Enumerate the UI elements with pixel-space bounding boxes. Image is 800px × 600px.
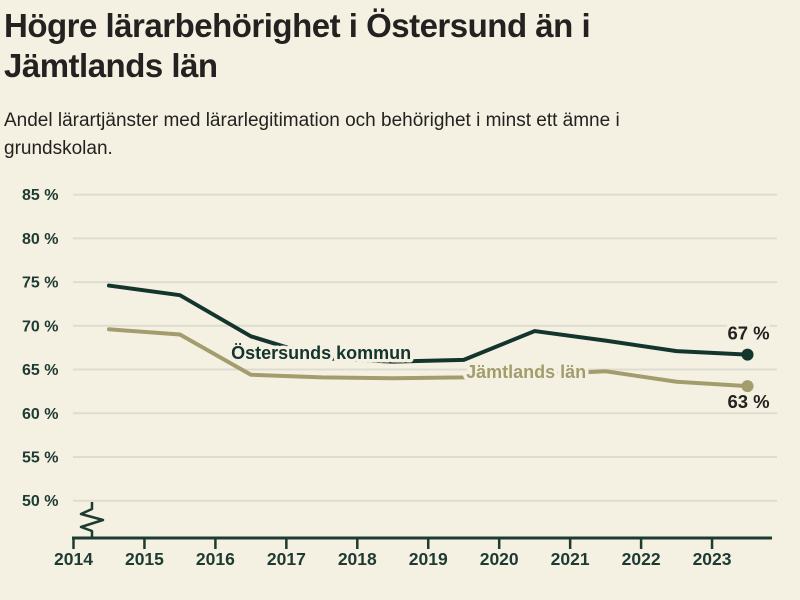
y-axis-tick-label: 75 % (22, 275, 58, 292)
series-label: Östersunds kommun (231, 343, 411, 363)
chart-subtitle-line-1: Andel lärartjänster med lärarlegitimatio… (4, 110, 620, 131)
x-axis-tick-label: 2021 (551, 549, 590, 569)
x-axis-tick-label: 2022 (622, 549, 661, 569)
series-end-value-label-jamtlands-lan: 63 % (727, 391, 769, 412)
x-axis-tick-label: 2023 (693, 549, 732, 569)
x-axis-tick-label: 2015 (125, 549, 164, 569)
y-axis-tick-label: 70 % (22, 318, 58, 335)
page-title-line-2: Jämtlands län (4, 47, 218, 84)
x-axis-tick-label: 2018 (338, 549, 377, 569)
series-endpoint-dot-jamtlands-lan (741, 380, 754, 393)
page-title-line-1: Högre lärarbehörighet i Östersund än i (4, 7, 591, 44)
x-axis-tick-label: 2017 (267, 549, 306, 569)
y-axis-tick-label: 85 % (22, 187, 58, 204)
x-axis-tick-label: 2019 (409, 549, 448, 569)
page-title: Högre lärarbehörighet i Östersund än i J… (4, 6, 591, 86)
x-axis-tick-label: 2016 (196, 549, 235, 569)
y-axis-tick-label: 50 % (22, 493, 58, 510)
series-line-jamtlands-lan (106, 327, 750, 389)
chart-subtitle-line-2: grundskolan. (4, 138, 113, 159)
series-line-ostersunds-kommun (106, 283, 750, 364)
y-axis-break-icon (79, 502, 105, 537)
series-end-value-label-ostersunds-kommun: 67 % (727, 323, 769, 344)
y-axis-tick-label: 60 % (22, 406, 58, 423)
series-endpoint-dot-ostersunds-kommun (741, 348, 754, 361)
series-label: Jämtlands län (466, 362, 586, 382)
chart-subtitle: Andel lärartjänster med lärarlegitimatio… (4, 107, 620, 163)
y-axis-tick-label: 55 % (22, 449, 58, 466)
y-axis-tick-label: 80 % (22, 231, 58, 248)
y-axis-tick-label: 65 % (22, 362, 58, 379)
x-axis-tick-label: 2014 (54, 549, 93, 569)
x-axis-tick-label: 2020 (480, 549, 519, 569)
